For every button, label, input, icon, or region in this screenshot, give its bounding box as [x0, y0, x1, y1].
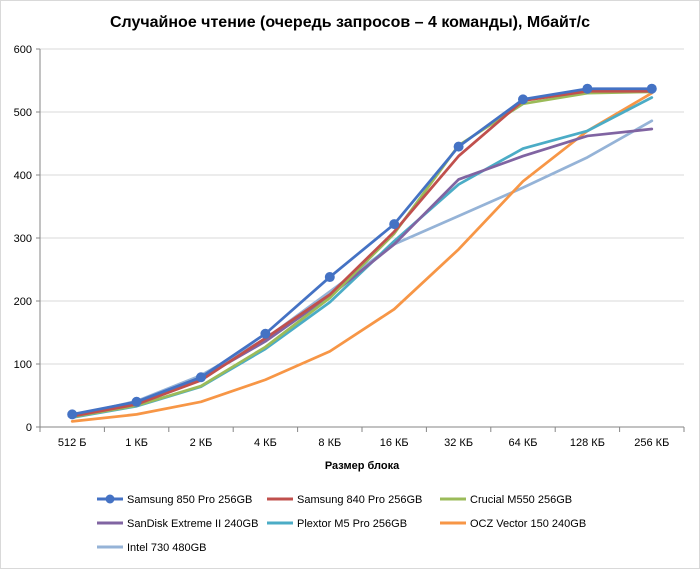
- x-tick-label: 1 КБ: [125, 437, 148, 449]
- data-point: [389, 219, 400, 230]
- x-tick-label: 512 Б: [58, 437, 87, 449]
- legend-label: Samsung 840 Pro 256GB: [297, 494, 422, 506]
- legend-label: Plextor M5 Pro 256GB: [297, 518, 407, 530]
- y-tick-label: 400: [14, 170, 32, 182]
- x-tick-label: 64 КБ: [509, 437, 538, 449]
- y-tick-label: 300: [14, 233, 32, 245]
- legend-label: Intel 730 480GB: [127, 542, 207, 554]
- legend: Samsung 850 Pro 256GB Samsung 840 Pro 256…: [97, 494, 586, 554]
- legend-label: SanDisk Extreme II 240GB: [127, 518, 258, 530]
- legend-marker: [105, 494, 115, 504]
- series-line: [70, 91, 654, 423]
- x-tick-label: 256 КБ: [634, 437, 669, 449]
- x-tick-label: 16 КБ: [380, 437, 409, 449]
- legend-label: OCZ Vector 150 240GB: [470, 518, 586, 530]
- y-tick-label: 0: [26, 422, 32, 434]
- data-point: [260, 328, 271, 339]
- data-point: [324, 272, 335, 283]
- x-tick-label: 2 КБ: [190, 437, 213, 449]
- data-point: [582, 83, 593, 94]
- x-axis-title: Размер блока: [325, 460, 400, 472]
- series-lines: [67, 83, 657, 423]
- data-point: [131, 396, 142, 407]
- series-line: [70, 90, 654, 419]
- x-tick-label: 8 КБ: [318, 437, 341, 449]
- y-tick-label: 600: [14, 44, 32, 56]
- data-point: [518, 94, 528, 105]
- legend-label: Crucial M550 256GB: [470, 494, 572, 506]
- series-line: [70, 87, 654, 416]
- y-tick-label: 100: [14, 359, 32, 371]
- data-point: [196, 372, 206, 383]
- y-tick-label: 200: [14, 296, 32, 308]
- x-tick-label: 32 КБ: [444, 437, 473, 449]
- axes: 0 100 200 300 400 500 600 512 Б 1 КБ 2 КБ 4 КБ 8 КБ…: [14, 44, 685, 449]
- data-point: [453, 141, 464, 152]
- x-tick-label: 128 КБ: [570, 437, 605, 449]
- series-line: [70, 89, 654, 418]
- data-point: [67, 409, 78, 420]
- chart-title: Случайное чтение (очередь запросов – 4 к…: [110, 14, 590, 31]
- legend-label: Samsung 850 Pro 256GB: [127, 494, 252, 506]
- data-point: [646, 83, 657, 94]
- y-tick-label: 500: [14, 107, 32, 119]
- x-tick-label: 4 КБ: [254, 437, 277, 449]
